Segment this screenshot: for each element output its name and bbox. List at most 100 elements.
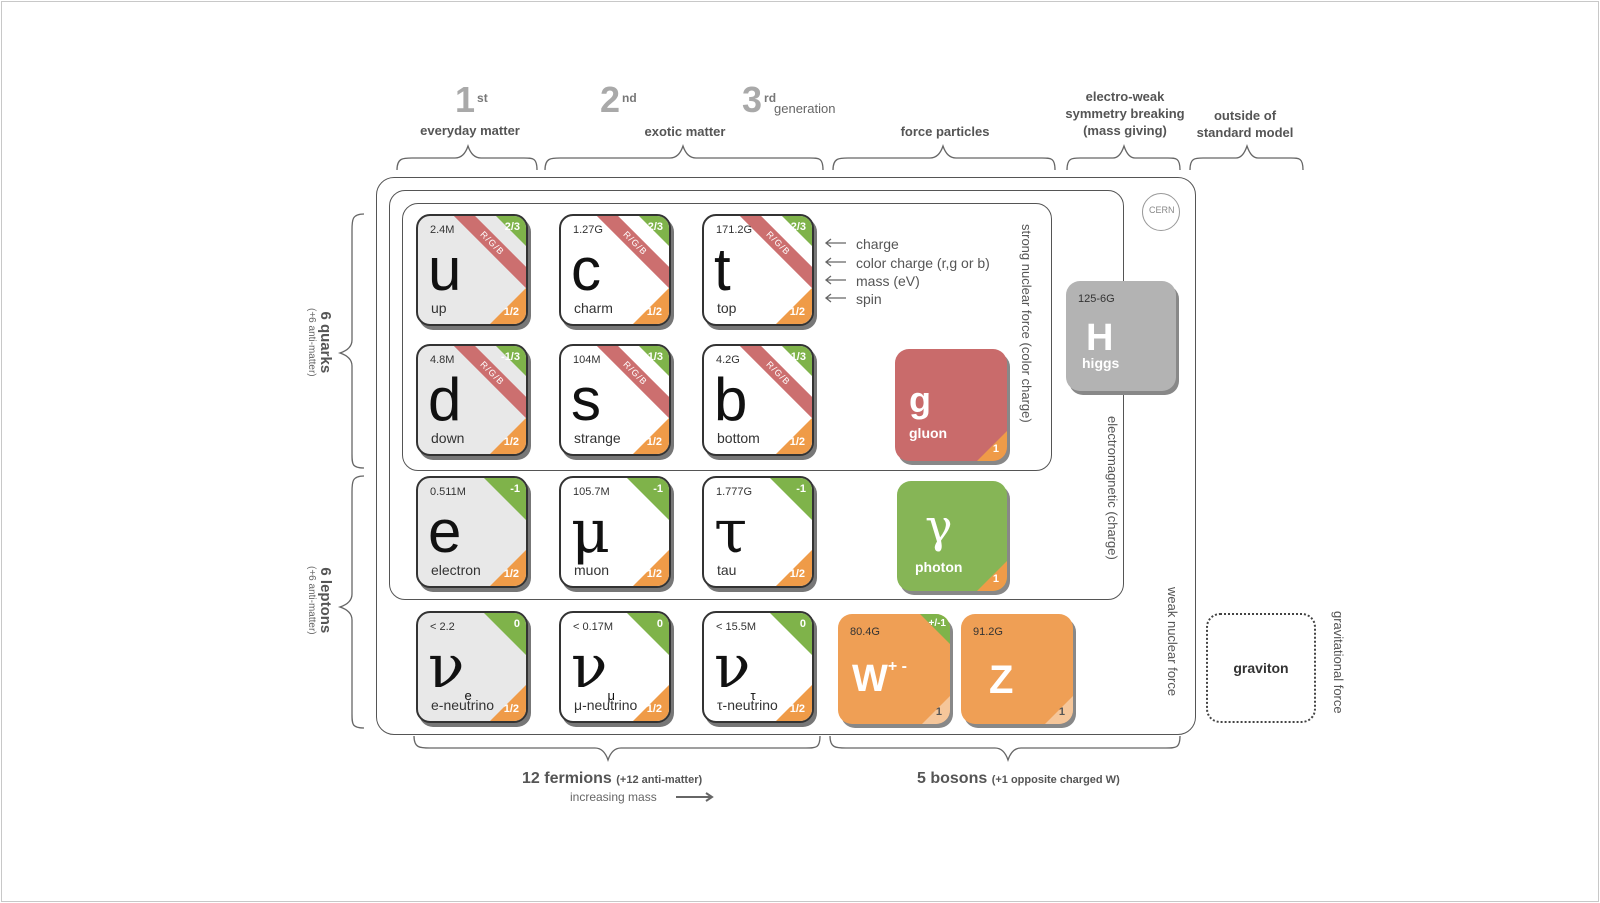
particle-symbol: s — [571, 366, 601, 433]
w-symbol: W+ - — [852, 658, 907, 700]
w-fold — [922, 696, 950, 724]
mass-value: 1.27G — [573, 224, 603, 236]
charge-corner — [496, 216, 526, 246]
charge-corner — [639, 346, 669, 376]
spin-corner — [776, 288, 812, 324]
mass-value: < 15.5M — [716, 621, 757, 633]
spin-value: 1/2 — [646, 436, 662, 448]
bosons-extra: (+1 opposite charged W) — [991, 774, 1120, 786]
quarks-antimatter: (+6 anti-matter) — [306, 308, 317, 377]
particle-symbol: e — [428, 498, 462, 565]
spin-value: 1/2 — [646, 568, 662, 580]
lepton-card: 0 < 0.17M νμ μ-neutrino 1/2 — [559, 611, 671, 723]
charge-value: 2/3 — [647, 221, 663, 233]
particle-symbol: c — [571, 236, 601, 303]
spin-value: 1/2 — [789, 703, 805, 715]
spin-corner — [776, 418, 812, 454]
mass-value: 4.2G — [716, 354, 740, 366]
charge-value: -1/3 — [644, 351, 663, 363]
strong-force-box — [402, 203, 1052, 471]
mass-value: 105.7M — [573, 486, 610, 498]
z-fold — [1045, 696, 1073, 724]
charge-value: -1 — [510, 483, 520, 495]
charge-value: -1/3 — [787, 351, 806, 363]
increasing-mass-label: increasing mass — [570, 790, 657, 804]
charge-value: 2/3 — [790, 221, 806, 233]
higgs-card: 125-6G H higgs — [1066, 281, 1176, 391]
charge-value: -1/3 — [501, 351, 520, 363]
legend-color-charge: color charge (r,g or b) — [856, 255, 990, 271]
strong-force-label: strong nuclear force (color charge) — [1019, 224, 1034, 423]
particle-symbol: νe — [428, 632, 472, 703]
legend-mass: mass (eV) — [856, 273, 920, 289]
particle-name: electron — [431, 562, 481, 578]
quarks-count: 6 quarks — [317, 311, 334, 374]
charge-corner — [782, 346, 812, 376]
mass-value: 171.2G — [716, 224, 753, 236]
mass-value: < 0.17M — [573, 621, 614, 633]
fermions-count: 12 fermions — [522, 770, 612, 787]
particle-symbol: b — [714, 366, 748, 433]
particle-symbol: d — [428, 366, 462, 433]
bosons-count: 5 bosons — [917, 770, 988, 787]
gluon-symbol: g — [909, 379, 931, 420]
spin-value: 1/2 — [503, 568, 519, 580]
particle-symbol: u — [428, 236, 462, 303]
charge-corner — [627, 613, 669, 655]
z-symbol: Z — [989, 658, 1014, 702]
photon-name: photon — [915, 559, 963, 575]
electroweak-line-3: (mass giving) — [1083, 123, 1167, 138]
gen-1-label: everyday matter — [420, 123, 520, 138]
charge-value: -1 — [653, 483, 663, 495]
leptons-antimatter: (+6 anti-matter) — [306, 566, 317, 635]
em-force-label: electromagnetic (charge) — [1105, 416, 1120, 560]
outside-line-1: outside of — [1213, 108, 1277, 123]
lepton-card: 0 < 2.2 νe e-neutrino 1/2 — [416, 611, 528, 723]
photon-card: γ photon 1 — [897, 481, 1007, 591]
outside-sm-header: outside of standard model — [1180, 107, 1310, 141]
particle-name: e-neutrino — [431, 697, 495, 713]
fermions-antimatter: (+12 anti-matter) — [616, 774, 703, 786]
particle-name: bottom — [717, 430, 760, 446]
mass-value: 1.777G — [716, 486, 753, 498]
particle-name: top — [717, 300, 737, 316]
weak-force-box — [376, 177, 1196, 735]
particle-name: strange — [574, 430, 621, 446]
particle-name: up — [431, 300, 447, 316]
gluon-spin-corner — [977, 431, 1007, 461]
z-spin: 1 — [1058, 706, 1065, 718]
particle-name: charm — [574, 300, 613, 316]
particle-name: μ-neutrino — [574, 697, 638, 713]
electroweak-header: electro-weak symmetry breaking (mass giv… — [1055, 88, 1195, 139]
spin-corner — [633, 288, 669, 324]
quarks-side-label: 6 quarks (+6 anti-matter) — [306, 308, 334, 377]
particle-name: tau — [717, 562, 737, 578]
fermions-label: 12 fermions (+12 anti-matter) — [522, 770, 702, 788]
spin-value: 1/2 — [789, 306, 805, 318]
particle-symbol: t — [714, 236, 731, 303]
mass-value: 0.511M — [430, 486, 466, 498]
em-force-box — [389, 190, 1124, 600]
charge-value: -1 — [796, 483, 806, 495]
spin-corner — [490, 418, 526, 454]
lepton-card: 0 < 15.5M ντ τ-neutrino 1/2 — [702, 611, 814, 723]
spin-corner — [490, 288, 526, 324]
quark-card: R/G/B 2/3 2.4M u up 1/2 — [416, 214, 528, 326]
spin-value: 1/2 — [789, 436, 805, 448]
w-mass: 80.4G — [850, 626, 880, 638]
quark-card: R/G/B 2/3 1.27G c charm 1/2 — [559, 214, 671, 326]
higgs-symbol: H — [1086, 317, 1114, 359]
gluon-name: gluon — [909, 425, 948, 441]
spin-corner — [490, 685, 526, 721]
charge-corner — [484, 613, 526, 655]
photon-spin: 1 — [992, 573, 999, 585]
spin-value: 1/2 — [503, 436, 519, 448]
charge-corner — [627, 478, 669, 520]
charge-corner — [496, 346, 526, 376]
gluon-card: g gluon 1 — [895, 349, 1007, 461]
